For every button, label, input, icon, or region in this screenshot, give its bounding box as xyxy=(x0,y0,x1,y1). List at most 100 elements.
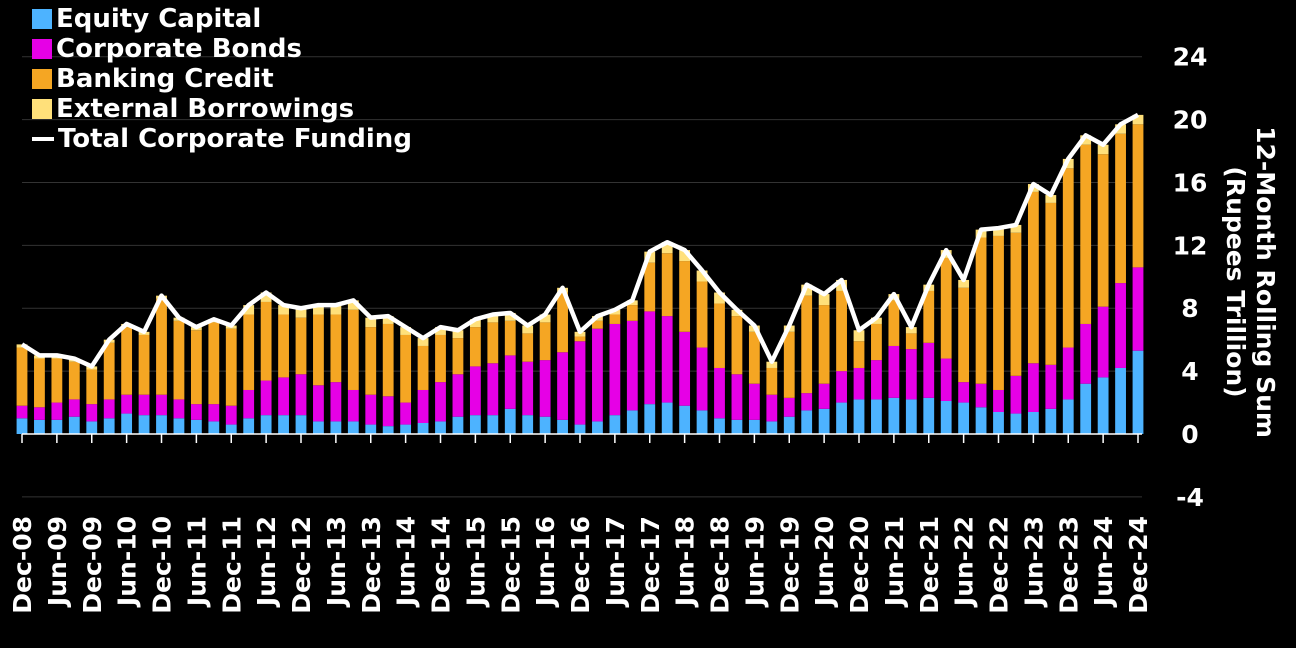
bar-external-borrowings xyxy=(958,279,970,288)
bar-corporate-bonds xyxy=(644,311,656,405)
bar-equity-capital xyxy=(801,410,813,434)
legend-item-bonds: Corporate Bonds xyxy=(32,34,412,64)
bar-corporate-bonds xyxy=(1080,323,1092,384)
bar-equity-capital xyxy=(958,402,970,434)
bar-equity-capital xyxy=(975,407,987,434)
bar-banking-credit xyxy=(295,317,307,375)
bar-equity-capital xyxy=(313,421,324,434)
bar-corporate-bonds xyxy=(243,389,255,419)
bar-banking-credit xyxy=(783,331,795,398)
bar-banking-credit xyxy=(888,300,900,346)
bar-banking-credit xyxy=(557,292,568,353)
bar-banking-credit xyxy=(1115,133,1126,284)
bar-equity-capital xyxy=(714,418,725,434)
bar-banking-credit xyxy=(609,314,621,324)
bar-equity-capital xyxy=(243,418,255,434)
bar-external-borrowings xyxy=(766,361,778,368)
bar-corporate-bonds xyxy=(365,394,377,425)
y-tick-label: 0 xyxy=(1181,420,1198,449)
bar-banking-credit xyxy=(818,305,830,384)
x-tick-label: Jun-17 xyxy=(601,516,630,608)
bar-equity-capital xyxy=(696,410,708,434)
y-tick-label: 4 xyxy=(1181,357,1198,386)
bar-corporate-bonds xyxy=(592,328,603,422)
x-tick-label: Jun-21 xyxy=(880,516,909,608)
bar-corporate-bonds xyxy=(818,383,830,409)
bar-equity-capital xyxy=(330,421,342,434)
bar-equity-capital xyxy=(923,397,935,434)
bar-corporate-bonds xyxy=(1097,306,1109,378)
y-axis-label: 12-Month Rolling Sum (Rupees Trillion) xyxy=(1220,126,1280,438)
bar-corporate-bonds xyxy=(783,397,795,417)
bar-equity-capital xyxy=(504,408,516,434)
bar-equity-capital xyxy=(1132,350,1144,434)
bar-banking-credit xyxy=(748,331,760,384)
bar-corporate-bonds xyxy=(993,389,1004,412)
y-tick-label: 20 xyxy=(1173,106,1208,135)
bar-corporate-bonds xyxy=(1115,283,1126,368)
bar-equity-capital xyxy=(609,415,621,434)
legend: Equity Capital Corporate Bonds Banking C… xyxy=(32,4,412,154)
bar-banking-credit xyxy=(313,314,324,386)
bar-banking-credit xyxy=(766,367,778,395)
bar-corporate-bonds xyxy=(539,360,551,417)
bar-corporate-bonds xyxy=(330,382,342,422)
bar-equity-capital xyxy=(138,415,150,434)
bar-corporate-bonds xyxy=(86,404,98,422)
bar-equity-capital xyxy=(905,399,917,434)
bar-banking-credit xyxy=(522,333,534,362)
bar-equity-capital xyxy=(871,399,882,434)
x-tick-label: Dec-16 xyxy=(566,516,595,614)
bar-banking-credit xyxy=(68,361,80,400)
bar-external-borrowings xyxy=(853,330,865,342)
total-line xyxy=(20,112,1140,369)
x-tick-label: Jun-15 xyxy=(461,516,490,608)
bar-corporate-bonds xyxy=(853,367,865,400)
bar-external-borrowings xyxy=(696,270,708,282)
bar-equity-capital xyxy=(539,416,551,434)
bar-banking-credit xyxy=(278,314,289,378)
bar-banking-credit xyxy=(156,298,167,395)
bar-banking-credit xyxy=(696,281,708,348)
bar-banking-credit xyxy=(173,320,185,400)
bar-banking-credit xyxy=(86,369,98,405)
legend-item-equity: Equity Capital xyxy=(32,4,412,34)
bar-equity-capital xyxy=(836,402,847,434)
bar-corporate-bonds xyxy=(51,402,63,420)
bar-external-borrowings xyxy=(818,294,830,306)
bar-banking-credit xyxy=(644,262,656,312)
bar-equity-capital xyxy=(173,418,185,434)
bar-banking-credit xyxy=(714,303,725,368)
bar-external-borrowings xyxy=(243,305,255,315)
bar-equity-capital xyxy=(766,421,778,434)
bar-equity-capital xyxy=(644,404,656,434)
bar-corporate-bonds xyxy=(208,404,220,422)
bar-corporate-bonds xyxy=(103,399,115,419)
x-tick-label: Jun-12 xyxy=(252,516,281,608)
bar-corporate-bonds xyxy=(836,371,847,403)
bar-external-borrowings xyxy=(1045,195,1057,203)
bar-external-borrowings xyxy=(382,316,394,324)
bar-equity-capital xyxy=(993,411,1004,434)
bar-banking-credit xyxy=(626,305,638,321)
x-tick-label: Jun-11 xyxy=(182,516,211,608)
bar-banking-credit xyxy=(1097,154,1109,307)
bar-corporate-bonds xyxy=(696,347,708,411)
bar-corporate-bonds xyxy=(1027,363,1039,412)
bar-external-borrowings xyxy=(365,317,377,328)
bar-corporate-bonds xyxy=(504,355,516,409)
bar-external-borrowings xyxy=(574,331,586,337)
x-tick-label: Dec-09 xyxy=(78,516,107,614)
bar-corporate-bonds xyxy=(958,382,970,403)
x-tick-label: Dec-13 xyxy=(357,516,386,614)
bar-equity-capital xyxy=(592,421,603,434)
bar-banking-credit xyxy=(958,287,970,383)
bar-banking-credit xyxy=(243,314,255,390)
bar-equity-capital xyxy=(679,405,691,434)
x-tick-label: Jun-13 xyxy=(322,516,351,608)
legend-swatch-external xyxy=(32,99,52,119)
bar-banking-credit xyxy=(365,327,377,395)
y-axis-label-line1: 12-Month Rolling Sum xyxy=(1251,126,1280,438)
bar-equity-capital xyxy=(190,419,202,434)
bar-corporate-bonds xyxy=(16,405,28,419)
